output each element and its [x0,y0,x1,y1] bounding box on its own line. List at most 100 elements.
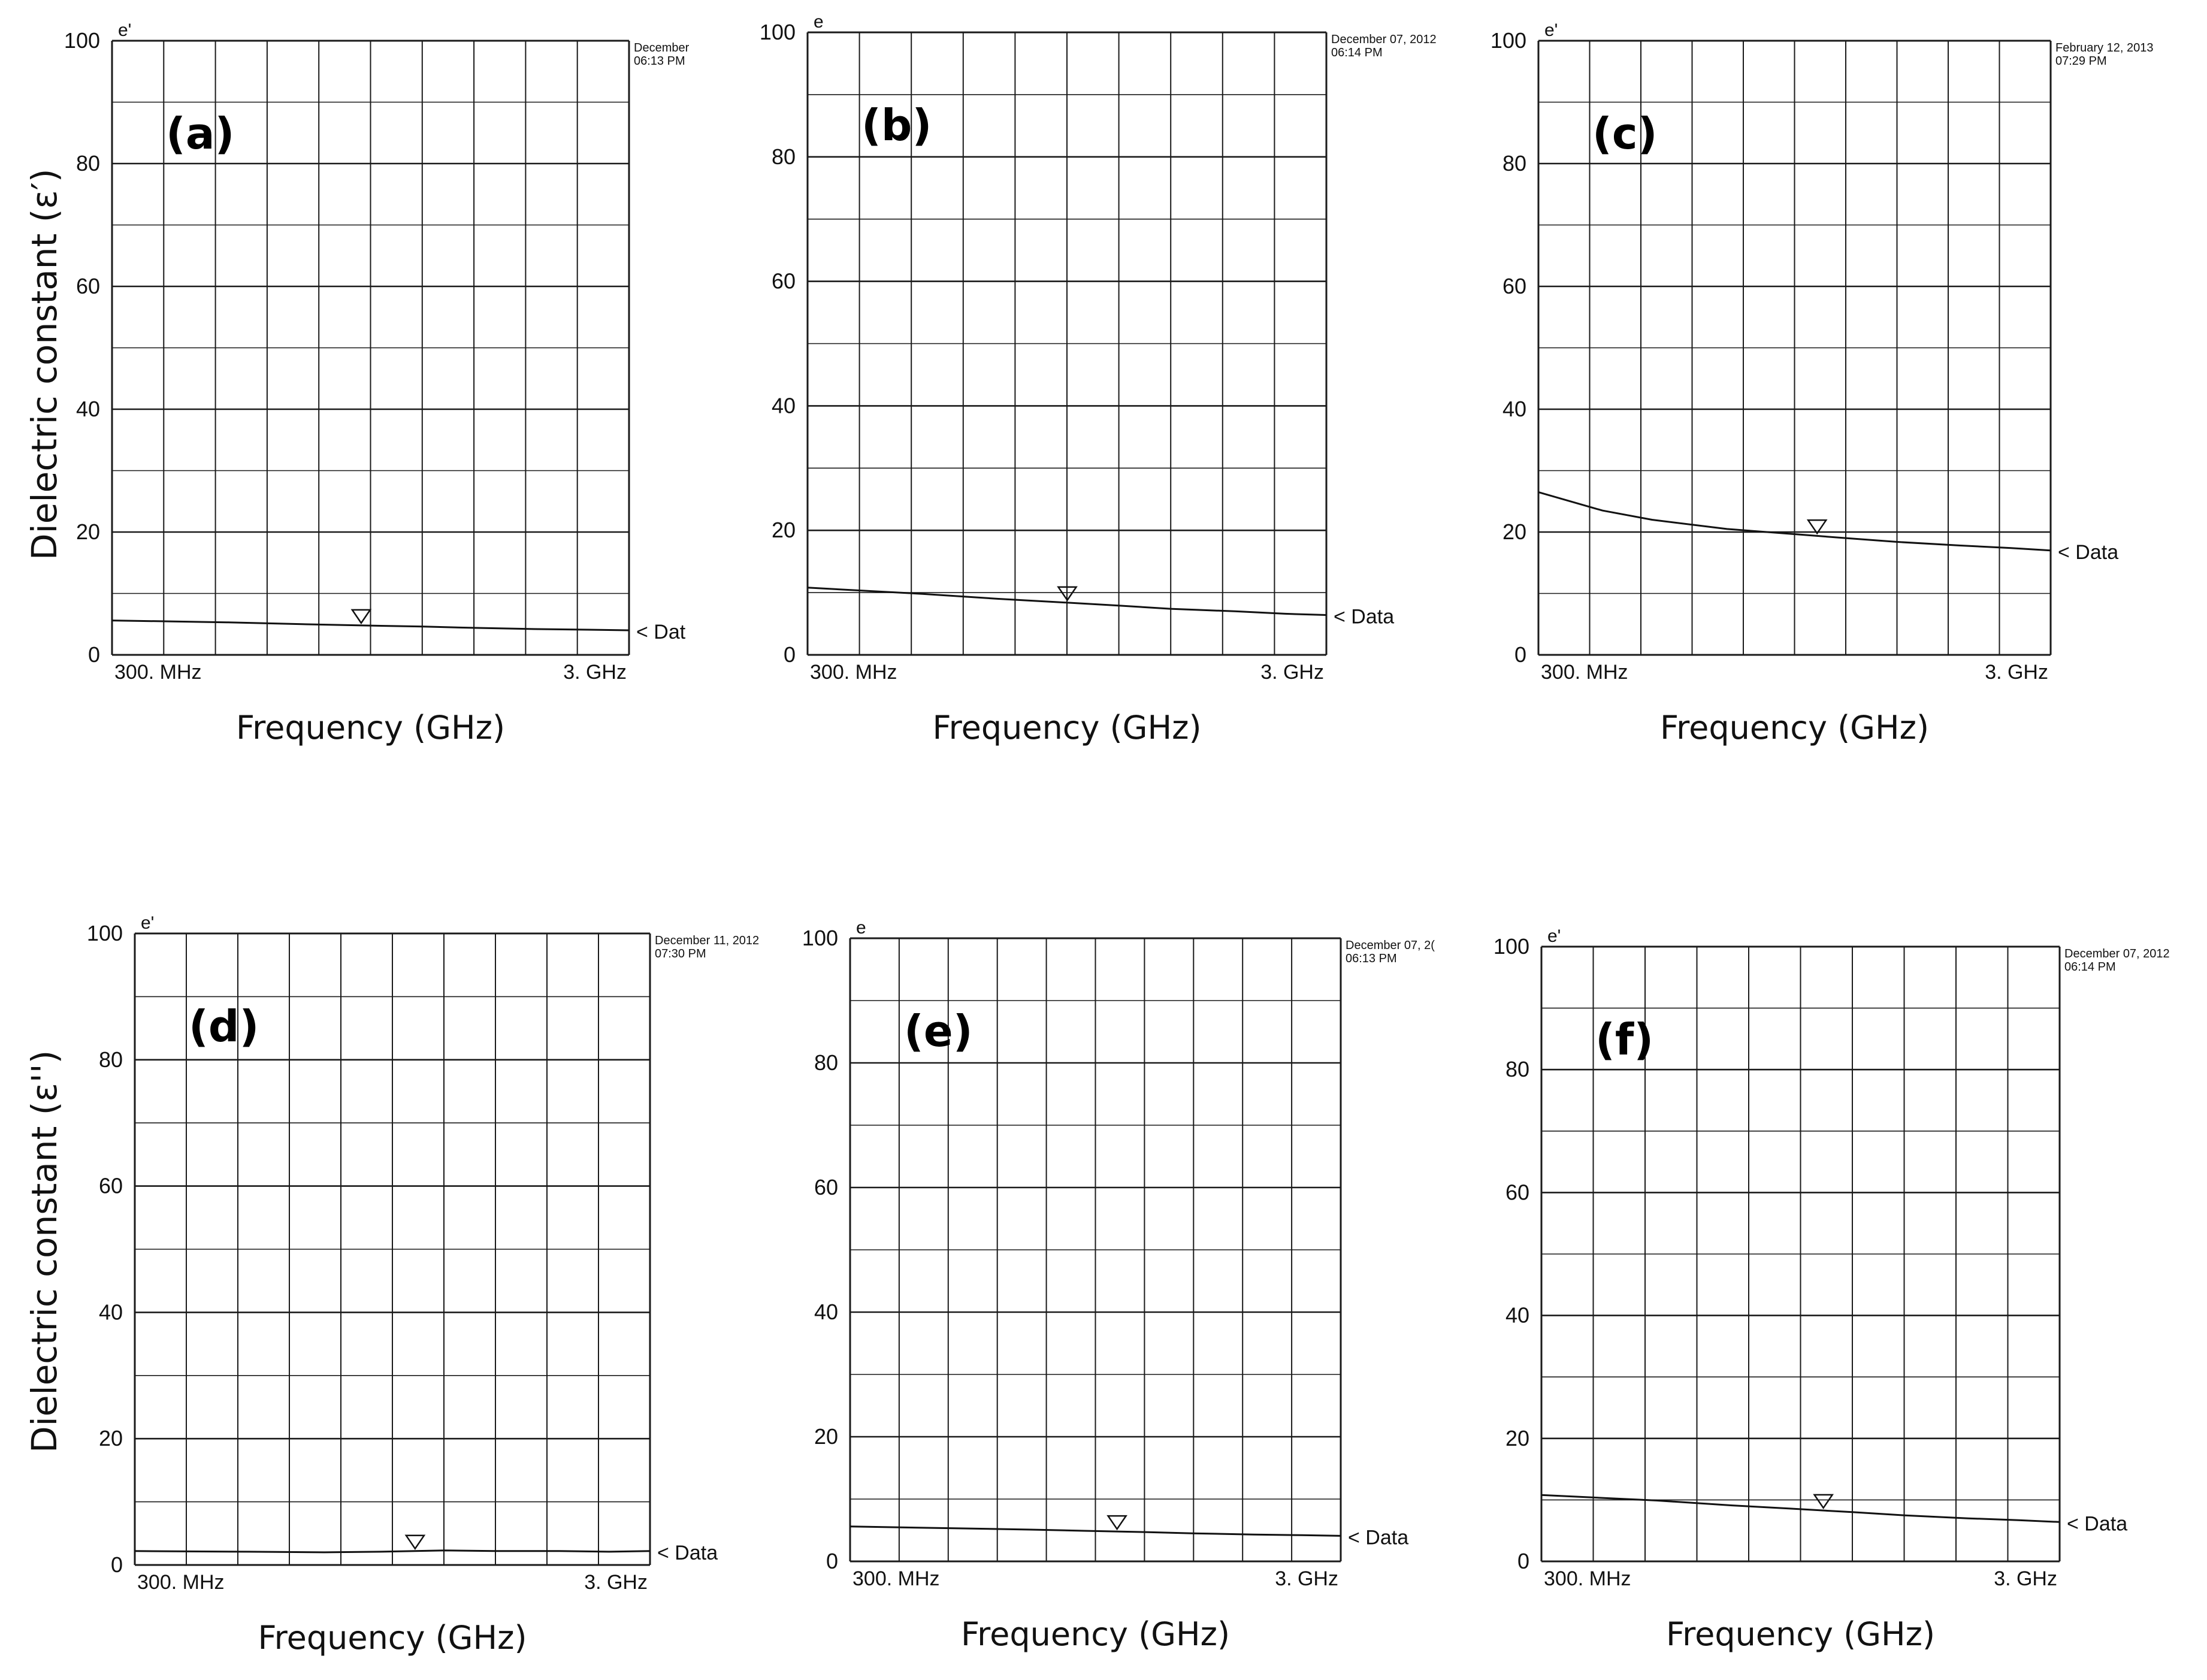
y-tick-label: 0 [1517,1549,1529,1573]
y-tick-label: 80 [1505,1057,1529,1081]
y-tick-label: 40 [814,1300,838,1324]
x-tick-label-start: 300. MHz [1544,1567,1631,1590]
timestamp-date: December 11, 2012 [655,934,759,947]
axis-symbol: e [814,12,824,32]
y-tick-label: 20 [772,518,796,542]
y-tick-label: 0 [111,1552,123,1577]
marker-triangle [350,609,372,625]
trace-label: < Data [657,1542,718,1564]
x-axis-title: Frequency (GHz) [1660,709,1929,747]
y-tick-label: 40 [1502,397,1526,421]
y-tick-label: 60 [1502,274,1526,298]
y-tick-label: 60 [814,1175,838,1199]
y-tick-label: 100 [1491,28,1526,53]
data-trace [807,587,1327,616]
y-tick-label: 20 [1505,1426,1529,1451]
y-tick-label: 20 [76,519,100,544]
y-tick-label: 60 [99,1174,123,1198]
timestamp-date: February 12, 2013 [2055,41,2153,55]
y-tick-label: 80 [99,1047,123,1072]
x-tick-label-end: 3. GHz [1985,661,2048,684]
y-tick-label: 0 [826,1549,838,1573]
trace-label: < Data [1348,1526,1408,1549]
y-tick-label: 80 [76,151,100,176]
data-trace [1538,491,2051,552]
panel-label: (d) [189,1001,259,1051]
timestamp-time: 06:14 PM [1331,46,1383,59]
axis-symbol: e' [141,913,154,933]
y-tick-label: 100 [64,28,100,53]
y-tick-label: 20 [99,1426,123,1451]
x-tick-label-start: 300. MHz [137,1571,225,1594]
data-trace [849,1525,1341,1537]
x-axis-title: Frequency (GHz) [961,1615,1230,1653]
y-tick-label: 40 [772,393,796,418]
panel-label: (e) [904,1006,973,1056]
trace-label: < Data [1334,606,1394,629]
data-trace [1541,1494,2060,1523]
timestamp-time: 06:13 PM [634,55,685,68]
panel-label: (a) [166,108,234,159]
marker-triangle [1806,519,1828,535]
axis-symbol: e' [118,20,131,40]
x-tick-label-start: 300. MHz [810,661,897,684]
marker-triangle [404,1534,426,1551]
x-tick-label-start: 300. MHz [852,1567,940,1590]
panel-label: (f) [1595,1014,1653,1065]
y-tick-label: 80 [1502,151,1526,176]
y-tick-label: 60 [76,274,100,298]
axis-symbol: e' [1547,926,1561,946]
y-tick-label: 100 [802,926,838,950]
x-tick-label-end: 3. GHz [1275,1567,1338,1590]
trace-label: < Data [2067,1512,2127,1535]
y-tick-label: 60 [772,269,796,294]
x-axis-title: Frequency (GHz) [236,709,505,747]
timestamp-date: December 07, 2( [1346,939,1435,952]
x-tick-label-start: 300. MHz [114,661,202,684]
x-tick-label-start: 300. MHz [1541,661,1628,684]
timestamp-date: December 07, 2012 [1331,33,1437,46]
panel-label: (b) [861,100,932,150]
timestamp-time: 06:14 PM [2064,960,2116,974]
x-tick-label-end: 3. GHz [1994,1567,2057,1590]
y-tick-label: 20 [1502,519,1526,544]
data-trace [134,1549,651,1554]
x-tick-label-end: 3. GHz [1260,661,1324,684]
x-tick-label-end: 3. GHz [563,661,627,684]
timestamp-time: 06:13 PM [1346,952,1397,965]
x-axis-title: Frequency (GHz) [1666,1615,1935,1653]
y-tick-label: 20 [814,1424,838,1449]
data-trace [111,620,630,631]
x-tick-label-end: 3. GHz [584,1571,648,1594]
y-tick-label: 80 [772,144,796,169]
y-tick-label: 0 [88,642,100,667]
marker-triangle [1106,1515,1127,1531]
y-tick-label: 40 [1505,1303,1529,1328]
y-tick-label: 100 [87,921,123,945]
panel-label: (c) [1592,108,1658,159]
y-tick-label: 100 [760,20,796,44]
y-tick-label: 100 [1493,934,1529,959]
x-axis-title: Frequency (GHz) [258,1619,527,1657]
axis-symbol: e' [1544,20,1558,40]
y-tick-label: 0 [784,642,796,667]
y-tick-label: 40 [76,397,100,421]
timestamp-time: 07:29 PM [2055,55,2107,68]
marker-triangle [1813,1494,1834,1510]
timestamp-time: 07:30 PM [655,947,706,960]
axis-symbol: e [856,918,866,938]
y-tick-label: 80 [814,1050,838,1075]
y-tick-label: 60 [1505,1180,1529,1204]
x-axis-title: Frequency (GHz) [932,709,1201,747]
y-tick-label: 0 [1514,642,1526,667]
trace-label: < Dat [636,621,686,643]
marker-triangle [1057,586,1078,602]
trace-label: < Data [2058,541,2118,564]
